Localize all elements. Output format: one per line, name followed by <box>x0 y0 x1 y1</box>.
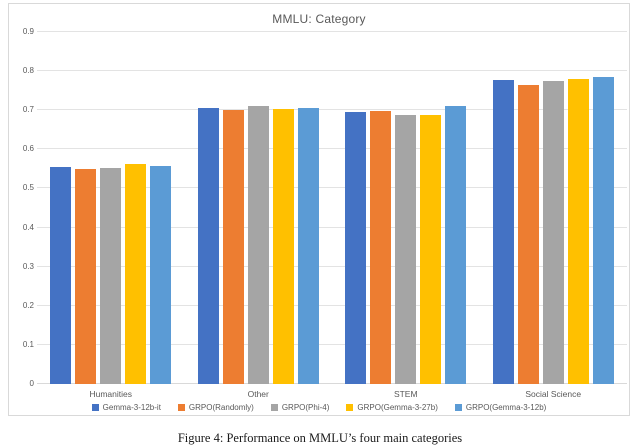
legend-item-grpo-phi-4-: GRPO(Phi-4) <box>270 403 330 412</box>
bar-grpo-gemma-3-12b- <box>445 106 467 384</box>
bar-group-humanities <box>37 32 185 384</box>
bar-gemma-3-12b-it <box>345 111 367 384</box>
bar-group-stem <box>332 32 480 384</box>
legend-label: GRPO(Randomly) <box>188 403 254 412</box>
bar-grpo-gemma-3-12b- <box>150 165 172 384</box>
legend-item-grpo-gemma-3-27b-: GRPO(Gemma-3-27b) <box>346 403 438 412</box>
bar-grpo-gemma-3-27b- <box>125 163 147 384</box>
chart-legend: Gemma-3-12b-it GRPO(Randomly) GRPO(Phi-4) G… <box>9 403 629 412</box>
legend-item-gemma-3-12b-it: Gemma-3-12b-it <box>91 403 161 412</box>
gridline-0.5 <box>37 187 627 189</box>
bar-grpo-randomly- <box>222 110 244 384</box>
gridline-0.8 <box>37 70 627 72</box>
legend-label: GRPO(Gemma-3-27b) <box>357 403 438 412</box>
x-axis: Humanities Other STEM Social Science <box>37 387 627 401</box>
x-tick-label: Other <box>247 389 269 399</box>
bar-grpo-phi-4- <box>542 80 564 384</box>
bar-grpo-gemma-3-27b- <box>272 108 294 384</box>
y-tick-label: 0.7 <box>22 105 34 115</box>
legend-swatch-icon <box>454 404 462 411</box>
legend-label: GRPO(Phi-4) <box>281 403 330 412</box>
y-axis: 0 0.1 0.2 0.3 0.4 0.5 0.6 0.7 0.8 0.9 <box>9 27 34 388</box>
legend-label: Gemma-3-12b-it <box>102 403 161 412</box>
y-tick-label: 0.3 <box>22 261 34 271</box>
y-tick-label: 0.1 <box>22 339 34 349</box>
bar-grpo-phi-4- <box>100 167 122 384</box>
gridline-0.1 <box>37 343 627 345</box>
legend-label: GRPO(Gemma-3-12b) <box>465 403 547 412</box>
gridline-0.4 <box>37 226 627 228</box>
bar-grpo-gemma-3-27b- <box>567 78 589 384</box>
y-tick-label: 0 <box>29 379 34 388</box>
y-tick-label: 0.5 <box>22 183 34 193</box>
gridline-0.9 <box>37 31 627 32</box>
legend-swatch-icon <box>91 404 99 411</box>
bar-grpo-randomly- <box>370 111 392 384</box>
x-tick-label: STEM <box>393 389 418 399</box>
bar-group-other <box>185 32 333 384</box>
y-tick-label: 0.2 <box>22 300 34 310</box>
y-tick-label: 0.6 <box>22 144 34 154</box>
x-tick-label: Social Science <box>525 389 582 399</box>
bar-grpo-gemma-3-12b- <box>297 107 319 384</box>
bar-gemma-3-12b-it <box>50 167 72 384</box>
bar-grpo-randomly- <box>517 84 539 384</box>
bar-gemma-3-12b-it <box>197 108 219 384</box>
y-tick-label: 0.4 <box>22 222 34 232</box>
y-tick-label: 0.9 <box>22 27 34 36</box>
gridline-0.2 <box>37 304 627 306</box>
chart-title: MMLU: Category <box>272 12 366 26</box>
figure-caption: Figure 4: Performance on MMLU’s four mai… <box>177 431 463 445</box>
plot-area <box>37 31 628 384</box>
bar-group-social-science <box>480 32 628 384</box>
legend-swatch-icon <box>270 404 278 411</box>
gridline-0.7 <box>37 109 627 111</box>
legend-item-grpo-randomly-: GRPO(Randomly) <box>177 403 254 412</box>
legend-item-grpo-gemma-3-12b-: GRPO(Gemma-3-12b) <box>454 403 547 412</box>
bar-grpo-gemma-3-27b- <box>420 114 442 384</box>
bar-grpo-phi-4- <box>395 114 417 384</box>
bar-grpo-gemma-3-12b- <box>592 76 614 384</box>
bar-gemma-3-12b-it <box>492 79 514 384</box>
gridline-0 <box>37 383 627 384</box>
bar-grpo-phi-4- <box>247 106 269 384</box>
x-tick-label: Humanities <box>89 389 133 399</box>
gridline-0.6 <box>37 148 627 150</box>
chart-frame: MMLU: Category 0 0.1 0.2 0.3 0.4 0.5 0.6 0.7 0.8… <box>8 3 630 416</box>
legend-swatch-icon <box>177 404 185 411</box>
gridline-0.3 <box>37 265 627 267</box>
y-tick-label: 0.8 <box>22 66 34 76</box>
legend-swatch-icon <box>346 404 354 411</box>
bar-grpo-randomly- <box>75 168 97 384</box>
